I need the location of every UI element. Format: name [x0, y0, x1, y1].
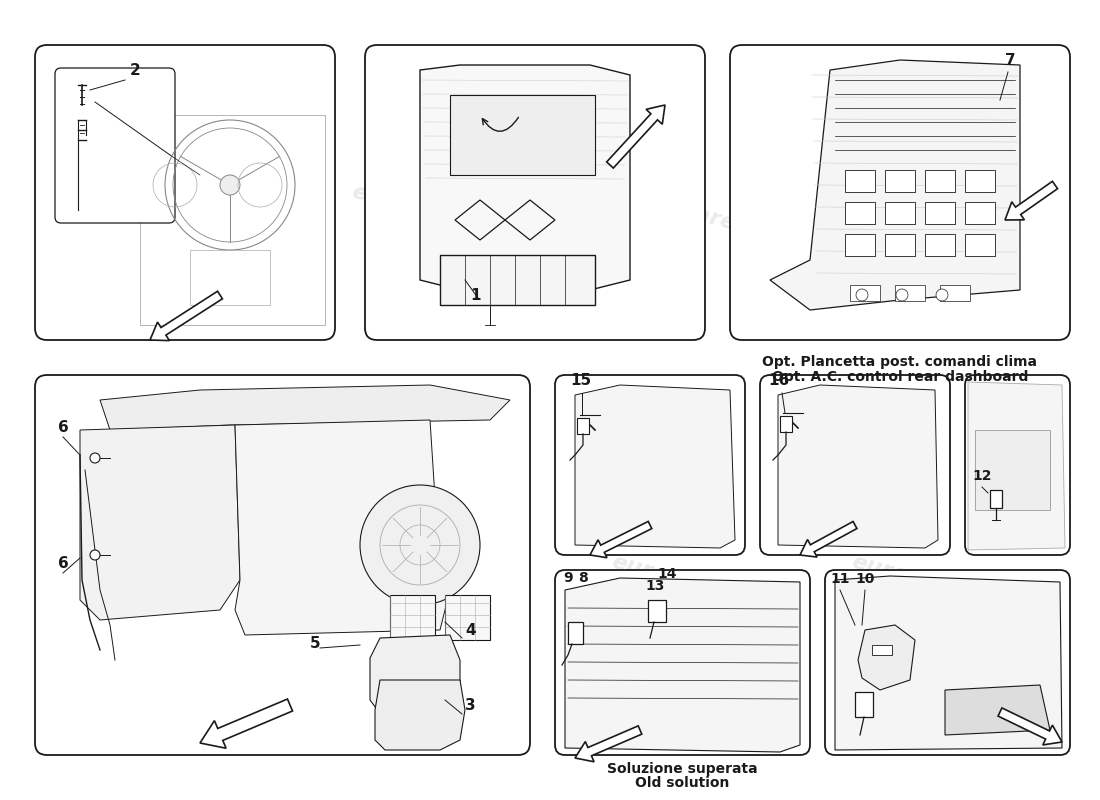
- FancyBboxPatch shape: [556, 375, 745, 555]
- Bar: [450, 95, 595, 175]
- Bar: [895, 285, 925, 301]
- Text: eurospares: eurospares: [829, 182, 970, 238]
- Bar: [578, 418, 588, 434]
- Circle shape: [220, 175, 240, 195]
- Text: eurospares: eurospares: [360, 552, 500, 608]
- Polygon shape: [590, 522, 652, 558]
- Polygon shape: [1005, 182, 1057, 220]
- Circle shape: [360, 485, 480, 605]
- Text: 6: 6: [58, 556, 68, 571]
- Text: 6: 6: [58, 420, 68, 435]
- Bar: [886, 234, 915, 256]
- Polygon shape: [150, 291, 222, 341]
- Text: 1: 1: [470, 288, 481, 303]
- Bar: [850, 285, 880, 301]
- Bar: [872, 645, 892, 655]
- Text: 9: 9: [563, 571, 573, 585]
- Circle shape: [856, 289, 868, 301]
- FancyBboxPatch shape: [35, 375, 530, 755]
- Bar: [990, 490, 1002, 508]
- FancyBboxPatch shape: [55, 68, 175, 223]
- Polygon shape: [770, 60, 1020, 310]
- Text: 8: 8: [578, 571, 587, 585]
- Polygon shape: [80, 425, 240, 620]
- Bar: [845, 170, 875, 192]
- Polygon shape: [858, 625, 915, 690]
- Polygon shape: [575, 385, 735, 548]
- Text: 14: 14: [657, 567, 676, 581]
- Bar: [940, 285, 970, 301]
- Bar: [965, 170, 996, 192]
- Polygon shape: [835, 576, 1062, 750]
- Bar: [190, 250, 270, 305]
- FancyBboxPatch shape: [825, 570, 1070, 755]
- Polygon shape: [370, 635, 460, 720]
- Text: eurospares: eurospares: [849, 552, 991, 608]
- Bar: [855, 692, 873, 717]
- Bar: [390, 595, 435, 640]
- Text: 16: 16: [768, 373, 790, 388]
- Text: 2: 2: [130, 63, 141, 78]
- Polygon shape: [800, 522, 857, 557]
- Text: eurospares: eurospares: [130, 552, 271, 608]
- FancyBboxPatch shape: [730, 45, 1070, 340]
- Polygon shape: [100, 385, 510, 430]
- Bar: [440, 255, 595, 305]
- Bar: [925, 202, 955, 224]
- Bar: [975, 430, 1050, 510]
- Polygon shape: [420, 65, 630, 290]
- Bar: [568, 622, 583, 644]
- Bar: [886, 202, 915, 224]
- Bar: [845, 234, 875, 256]
- Bar: [845, 202, 875, 224]
- Polygon shape: [575, 726, 641, 762]
- Text: eurospares: eurospares: [609, 182, 750, 238]
- FancyBboxPatch shape: [760, 375, 950, 555]
- Polygon shape: [607, 105, 666, 168]
- Text: 4: 4: [465, 623, 475, 638]
- Polygon shape: [778, 385, 938, 548]
- FancyBboxPatch shape: [365, 45, 705, 340]
- Bar: [886, 170, 915, 192]
- Circle shape: [936, 289, 948, 301]
- Text: Opt. A.C. control rear dashboard: Opt. A.C. control rear dashboard: [772, 370, 1028, 384]
- Text: 15: 15: [570, 373, 591, 388]
- Bar: [446, 595, 490, 640]
- Text: 7: 7: [1005, 53, 1015, 68]
- Polygon shape: [200, 699, 293, 748]
- Bar: [648, 600, 666, 622]
- FancyBboxPatch shape: [965, 375, 1070, 555]
- FancyBboxPatch shape: [556, 570, 810, 755]
- Text: 3: 3: [465, 698, 475, 713]
- Bar: [965, 202, 996, 224]
- Circle shape: [90, 550, 100, 560]
- Circle shape: [896, 289, 907, 301]
- Polygon shape: [565, 578, 800, 752]
- Polygon shape: [998, 708, 1062, 745]
- Polygon shape: [945, 685, 1050, 735]
- Text: Old solution: Old solution: [635, 776, 729, 790]
- Text: eurospares: eurospares: [79, 182, 221, 238]
- Text: eurospares: eurospares: [350, 182, 491, 238]
- Text: 11: 11: [830, 572, 849, 586]
- Circle shape: [90, 453, 100, 463]
- Text: eurospares: eurospares: [609, 552, 750, 608]
- Text: 10: 10: [855, 572, 875, 586]
- Text: Soluzione superata: Soluzione superata: [607, 762, 757, 776]
- Polygon shape: [968, 382, 1065, 550]
- Bar: [925, 170, 955, 192]
- Text: 12: 12: [972, 469, 991, 483]
- Bar: [925, 234, 955, 256]
- Text: 13: 13: [645, 579, 664, 593]
- FancyBboxPatch shape: [35, 45, 336, 340]
- Polygon shape: [375, 680, 465, 750]
- Polygon shape: [235, 420, 450, 635]
- Text: 5: 5: [310, 636, 320, 651]
- Text: Opt. Plancetta post. comandi clima: Opt. Plancetta post. comandi clima: [762, 355, 1037, 369]
- Bar: [780, 416, 792, 432]
- Bar: [965, 234, 996, 256]
